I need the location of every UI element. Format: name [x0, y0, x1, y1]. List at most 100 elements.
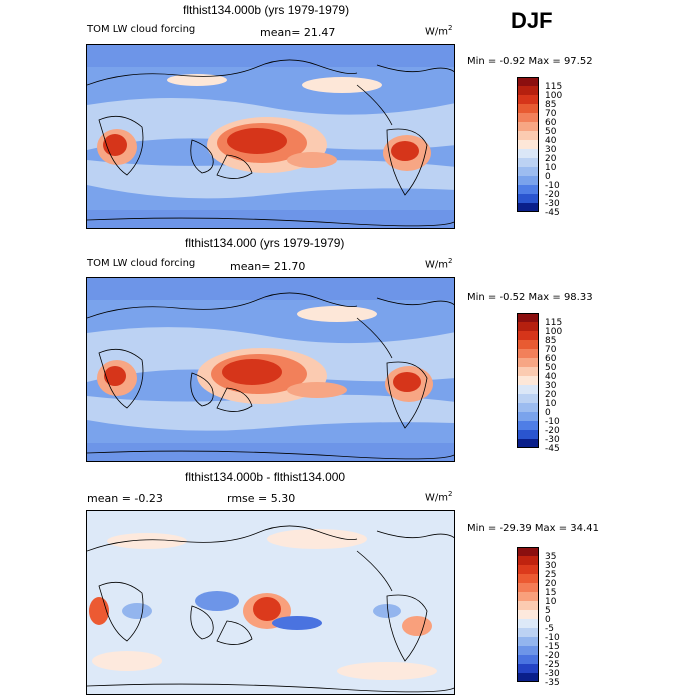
colorbar-tick-label: 25: [545, 570, 557, 580]
panel1-mean-label: mean= 21.47: [260, 26, 336, 39]
colorbar-tick-label: 100: [545, 327, 563, 337]
season-label: DJF: [511, 8, 553, 33]
panel3-colorbar-swatch: [517, 547, 539, 556]
panel2-mean-label: mean= 21.70: [230, 260, 306, 273]
panel2-map-svg: [87, 278, 454, 461]
panel2-colorbar-swatch: [517, 349, 539, 358]
colorbar-tick-label: -5: [545, 624, 554, 634]
panel1-colorbar-swatch: [517, 77, 539, 86]
colorbar-tick-label: 20: [545, 579, 557, 589]
colorbar-tick-label: -30: [545, 435, 560, 445]
panel1-colorbar-swatch: [517, 113, 539, 122]
panel3-colorbar-swatch: [517, 601, 539, 610]
panel2-colorbar-swatch: [517, 331, 539, 340]
panel3-colorbar-swatch: [517, 673, 539, 682]
colorbar-tick-label: 10: [545, 597, 557, 607]
colorbar-tick-label: 15: [545, 588, 557, 598]
panel3-colorbar-swatch: [517, 565, 539, 574]
panel2-minmax: Min = -0.52 Max = 98.33: [467, 292, 593, 303]
panel1-colorbar-swatch: [517, 176, 539, 185]
panel2-colorbar-swatch: [517, 421, 539, 430]
colorbar-tick-label: 60: [545, 354, 557, 364]
colorbar-tick-label: -10: [545, 417, 560, 427]
panel1-colorbar: [517, 77, 539, 212]
panel1-colorbar-swatch: [517, 122, 539, 131]
panel3-minmax: Min = -29.39 Max = 34.41: [467, 523, 599, 534]
panel3-colorbar-swatch: [517, 619, 539, 628]
panel3-colorbar-swatch: [517, 646, 539, 655]
panel1-colorbar-swatch: [517, 194, 539, 203]
colorbar-tick-label: 35: [545, 552, 557, 562]
panel2-units: W/m2: [425, 257, 453, 271]
colorbar-tick-label: 0: [545, 408, 551, 418]
panel3-colorbar-swatch: [517, 610, 539, 619]
panel1-colorbar-swatch: [517, 149, 539, 158]
colorbar-tick-label: -30: [545, 199, 560, 209]
panel1-colorbar-swatch: [517, 104, 539, 113]
panel3-colorbar-swatch: [517, 628, 539, 637]
panel3-title: flthist134.000b - flthist134.000: [185, 470, 346, 484]
colorbar-tick-label: 10: [545, 399, 557, 409]
panel2-colorbar-swatch: [517, 430, 539, 439]
colorbar-tick-label: 20: [545, 390, 557, 400]
panel1-colorbar-swatch: [517, 140, 539, 149]
panel1-colorbar-swatch: [517, 158, 539, 167]
colorbar-tick-label: -45: [545, 208, 560, 218]
panel2-colorbar-swatch: [517, 358, 539, 367]
panel3-map: [86, 510, 455, 695]
panel3-colorbar-swatch: [517, 556, 539, 565]
colorbar-tick-label: 50: [545, 363, 557, 373]
panel1-colorbar-swatch: [517, 203, 539, 212]
colorbar-tick-label: -20: [545, 190, 560, 200]
colorbar-tick-label: 0: [545, 172, 551, 182]
panel1-colorbar-swatch: [517, 185, 539, 194]
colorbar-tick-label: -15: [545, 642, 560, 652]
panel2-colorbar-swatch: [517, 340, 539, 349]
colorbar-tick-label: 85: [545, 100, 557, 110]
panel2-map: [86, 277, 455, 462]
panel1-colorbar-swatch: [517, 86, 539, 95]
panel3-colorbar-swatch: [517, 574, 539, 583]
colorbar-tick-label: -35: [545, 678, 560, 688]
panel3-colorbar-swatch: [517, 664, 539, 673]
colorbar-tick-label: 40: [545, 372, 557, 382]
colorbar-tick-label: 115: [545, 318, 563, 328]
colorbar-tick-label: -10: [545, 633, 560, 643]
panel3-mean-label: mean = -0.23: [87, 492, 163, 505]
colorbar-tick-label: 5: [545, 606, 551, 616]
panel3-colorbar-swatch: [517, 592, 539, 601]
colorbar-tick-label: 30: [545, 145, 557, 155]
panel1-colorbar-swatch: [517, 131, 539, 140]
panel2-variable-label: TOM LW cloud forcing: [87, 258, 196, 269]
panel3-colorbar-swatch: [517, 637, 539, 646]
colorbar-tick-label: 85: [545, 336, 557, 346]
panel3-units: W/m2: [425, 490, 453, 504]
panel2-colorbar: [517, 313, 539, 448]
colorbar-tick-label: 30: [545, 381, 557, 391]
panel2-colorbar-swatch: [517, 439, 539, 448]
colorbar-tick-label: 70: [545, 109, 557, 119]
colorbar-tick-label: 60: [545, 118, 557, 128]
colorbar-tick-label: -20: [545, 426, 560, 436]
panel1-colorbar-labels: 115 100 85 70 60 50 40 30 20 10 0 -10 -2…: [545, 83, 562, 218]
panel2-colorbar-swatch: [517, 403, 539, 412]
colorbar-tick-label: 115: [545, 82, 563, 92]
panel1-title: flthist134.000b (yrs 1979-1979): [183, 3, 350, 17]
colorbar-tick-label: 40: [545, 136, 557, 146]
colorbar-tick-label: 30: [545, 561, 557, 571]
panel2-title: flthist134.000 (yrs 1979-1979): [185, 236, 345, 250]
panel3-colorbar: [517, 547, 539, 682]
panel2-colorbar-swatch: [517, 322, 539, 331]
colorbar-tick-label: -30: [545, 669, 560, 679]
panel1-colorbar-swatch: [517, 167, 539, 176]
panel2-colorbar-swatch: [517, 313, 539, 322]
panel1-variable-label: TOM LW cloud forcing: [87, 24, 196, 35]
colorbar-tick-label: 70: [545, 345, 557, 355]
panel3-rmse-label: rmse = 5.30: [227, 492, 296, 505]
panel2-colorbar-swatch: [517, 385, 539, 394]
colorbar-tick-label: -45: [545, 444, 560, 454]
colorbar-tick-label: -25: [545, 660, 560, 670]
colorbar-tick-label: -20: [545, 651, 560, 661]
panel1-map: [86, 44, 455, 229]
panel1-units: W/m2: [425, 24, 453, 38]
